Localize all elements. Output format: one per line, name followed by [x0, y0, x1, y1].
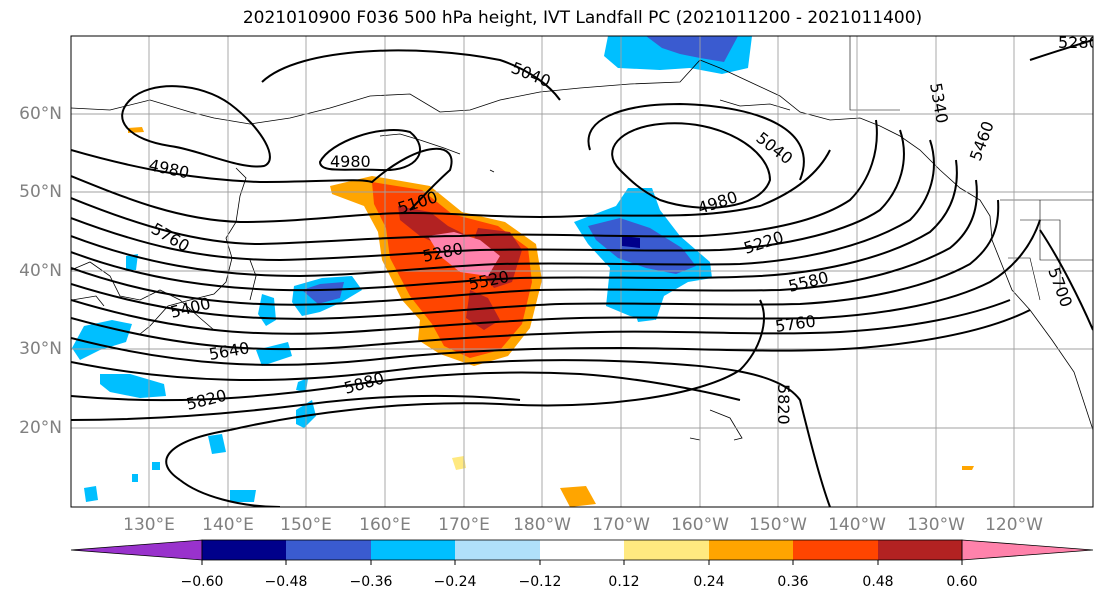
colorbar-segment: [202, 540, 286, 560]
map-panel: 4980 4980 5040 5040 5100 5280 5520 5760 …: [71, 33, 1099, 507]
colorbar-tick-label: 0.24: [693, 574, 725, 590]
contour-label: 4980: [330, 152, 371, 171]
colorbar-segment: [624, 540, 709, 560]
colorbar-tick-label: 0.36: [777, 574, 809, 590]
colorbar-tick-label: 0.60: [946, 574, 978, 590]
lat-label: 50°N: [19, 182, 62, 202]
gridlines: [71, 36, 1093, 507]
lon-label: 150°E: [280, 515, 332, 535]
colorbar-segment: [793, 540, 878, 560]
colorbar-tick-label: 0.12: [608, 574, 640, 590]
colorbar: [70, 539, 1094, 565]
colorbar-segment: [286, 540, 371, 560]
contour-label: 5280: [1058, 33, 1099, 52]
map-frame: [70, 35, 1094, 508]
colorbar-extend-left: [70, 539, 203, 561]
colorbar-extend-right: [961, 539, 1094, 561]
lon-label: 140°W: [828, 515, 886, 535]
colorbar-outline: [201, 539, 963, 561]
lat-label: 20°N: [19, 418, 62, 438]
colorbar-tick-label: 0.48: [862, 574, 894, 590]
lat-label: 60°N: [19, 104, 62, 124]
figure-title: 2021010900 F036 500 hPa height, IVT Land…: [242, 8, 923, 28]
lon-label: 180°W: [513, 515, 571, 535]
colorbar-segment: [371, 540, 455, 560]
colorbar-segment: [878, 540, 962, 560]
colorbar-segment: [540, 540, 624, 560]
lon-label: 170°W: [592, 515, 650, 535]
colorbar-tick-label: −0.24: [433, 574, 477, 590]
lon-label: 130°E: [123, 515, 175, 535]
colorbar-tick-label: −0.48: [264, 574, 308, 590]
height-contours: [71, 39, 1093, 507]
colorbar-segment: [455, 540, 540, 560]
lon-label: 140°E: [202, 515, 254, 535]
colorbar-tick-label: −0.60: [180, 574, 224, 590]
lon-label: 160°E: [359, 515, 411, 535]
lon-label: 130°W: [907, 515, 965, 535]
lon-label: 120°W: [985, 515, 1043, 535]
contour-label: 5820: [774, 384, 793, 425]
colorbar-tick-label: −0.12: [518, 574, 562, 590]
lon-label: 150°W: [749, 515, 807, 535]
colorbar-tick-label: −0.36: [349, 574, 393, 590]
lat-label: 30°N: [19, 339, 62, 359]
lon-label: 160°W: [671, 515, 729, 535]
lon-label: 170°E: [438, 515, 490, 535]
colorbar-segment: [709, 540, 793, 560]
lat-label: 40°N: [19, 261, 62, 281]
